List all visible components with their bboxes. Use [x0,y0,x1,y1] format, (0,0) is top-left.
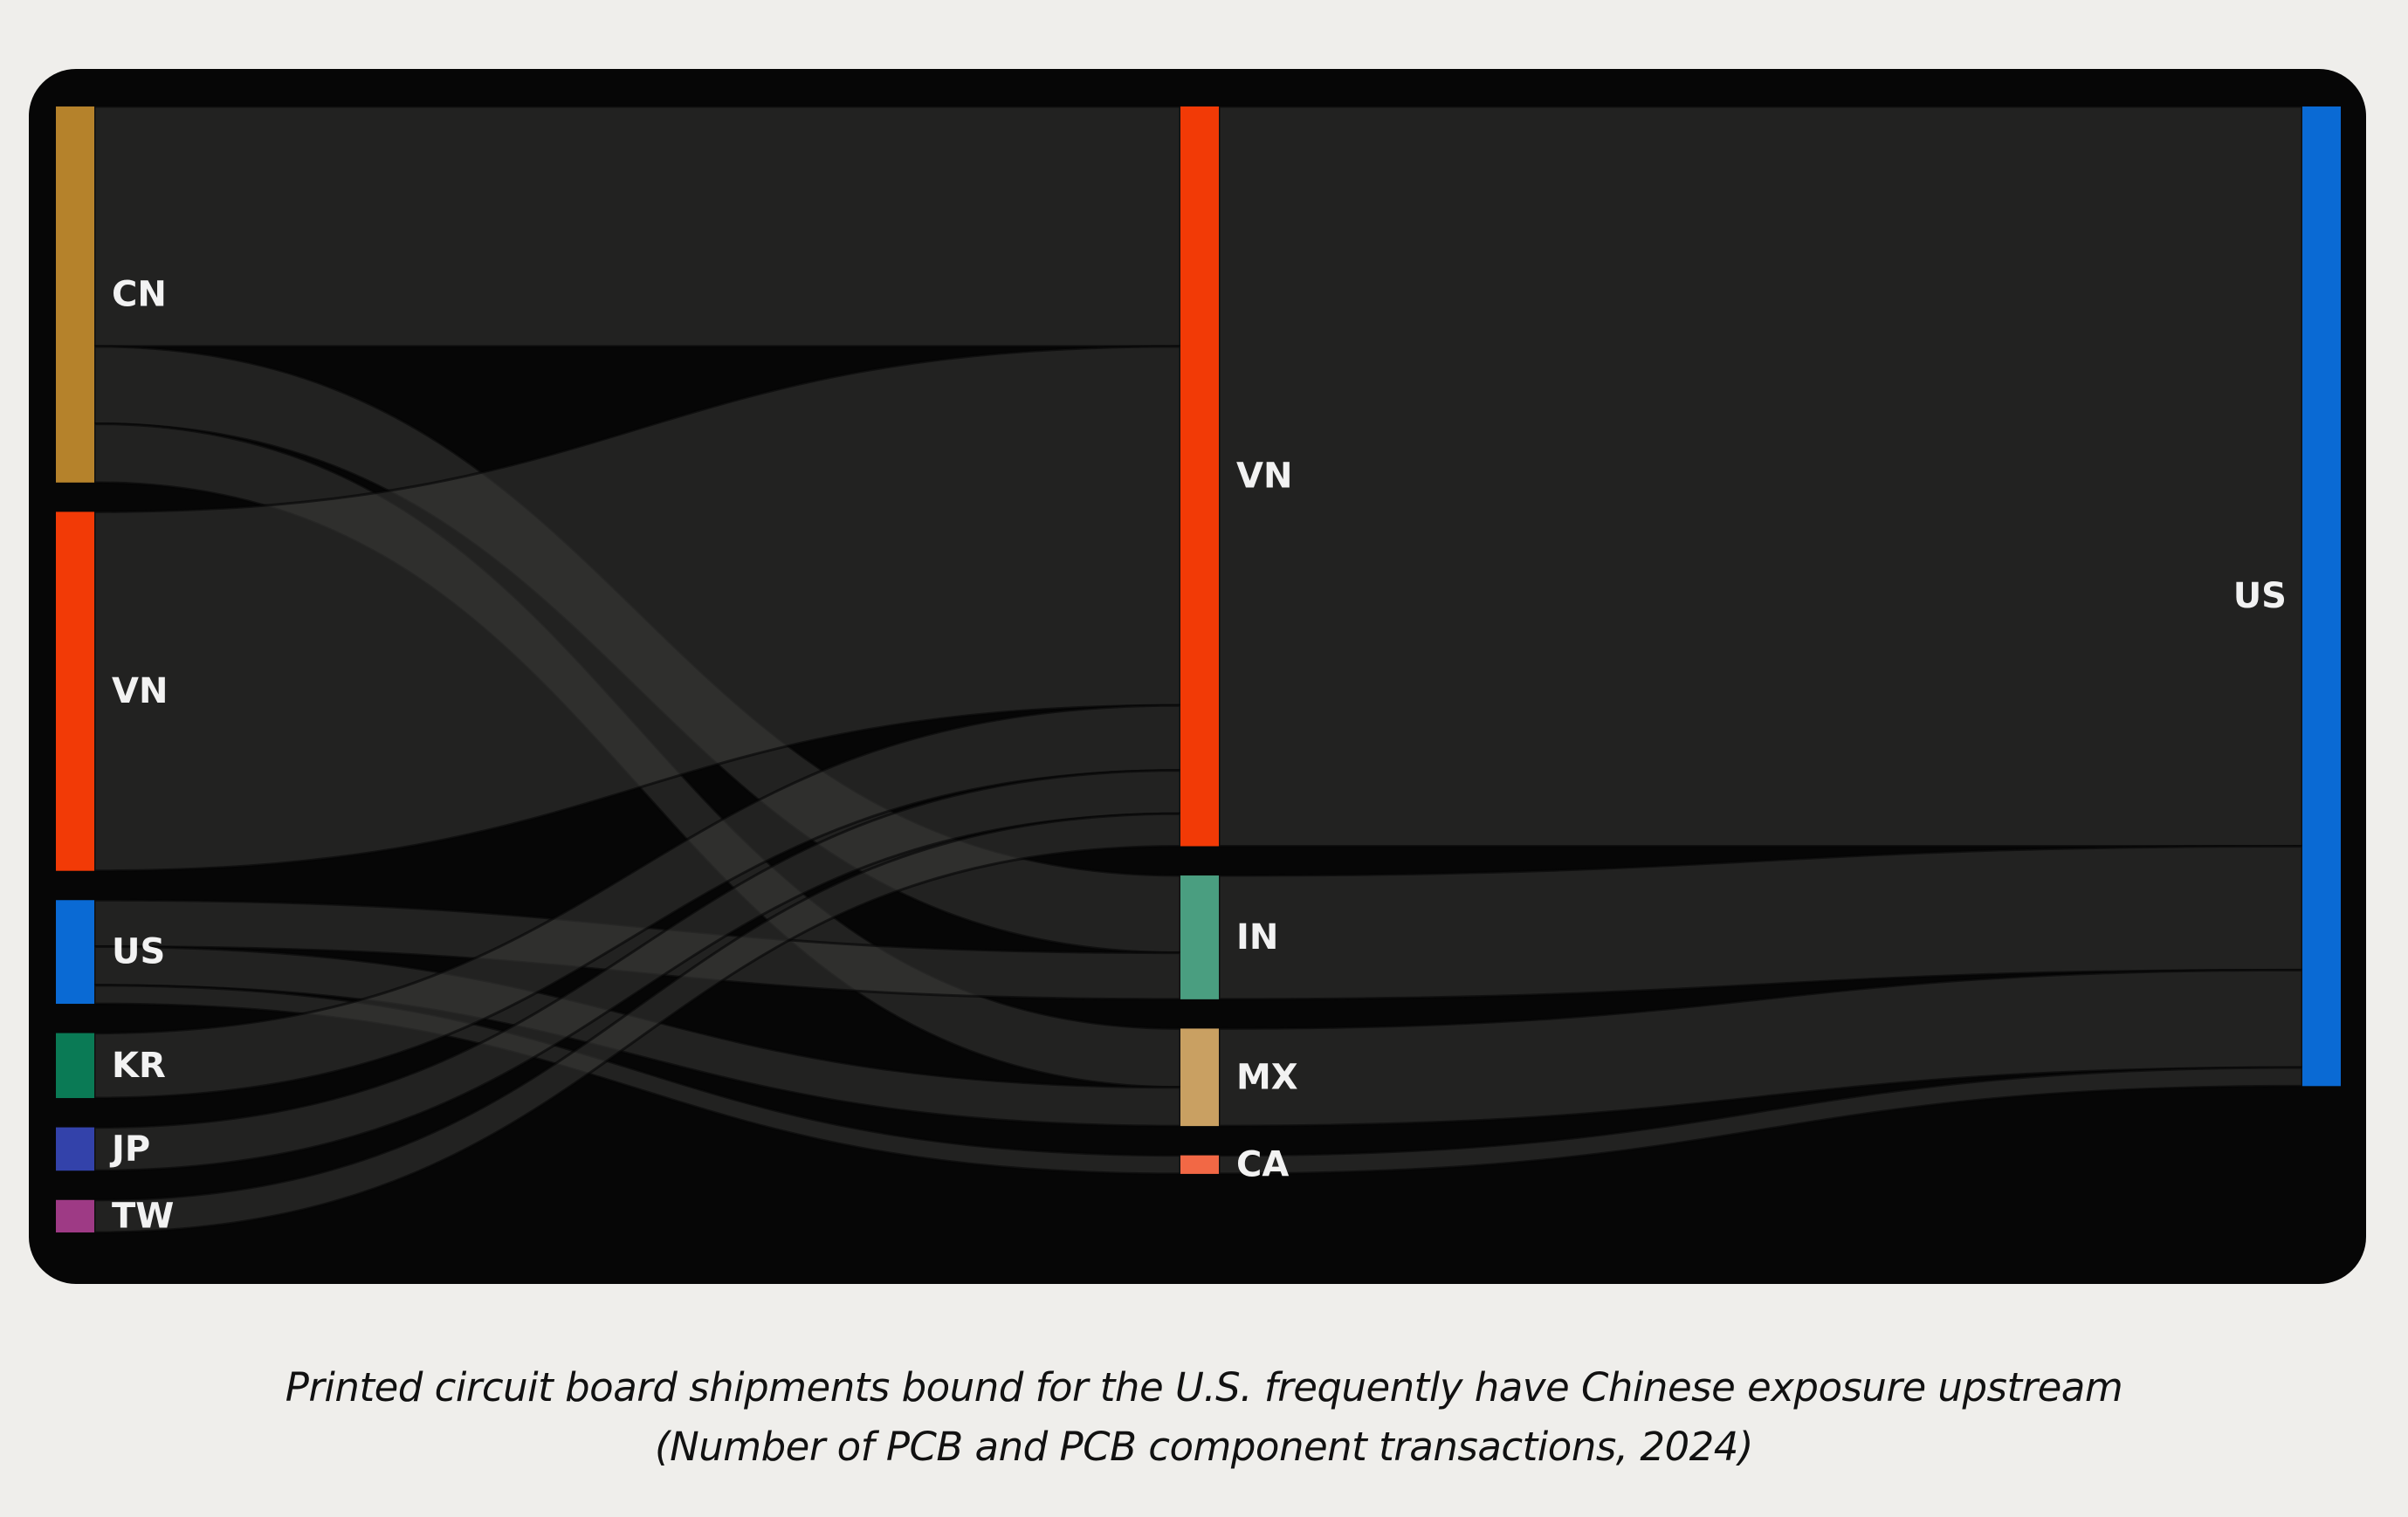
label-d-us: US [2233,576,2287,616]
flow-cn-to-vn [93,105,1182,348]
node-s-vn [56,511,94,871]
chart-caption: Printed circuit board shipments bound fo… [0,1358,2408,1477]
node-m-ca [1180,1155,1219,1174]
node-s-us [56,900,94,1005]
node-m-mx [1180,1028,1219,1127]
node-s-tw [56,1199,94,1232]
label-s-tw: TW [112,1196,174,1236]
node-m-vn [1180,106,1219,847]
node-s-jp [56,1127,94,1171]
caption-line-2: (Number of PCB and PCB component transac… [655,1424,1753,1470]
label-m-vn: VN [1236,456,1292,497]
label-m-mx: MX [1236,1057,1298,1097]
label-m-in: IN [1236,917,1278,958]
sankey-chart: CN VN US KR JP TW VN IN MX CA US [56,105,2341,1236]
flow-vn-to-us [1217,105,2304,848]
node-m-in [1180,875,1219,999]
label-m-ca: CA [1236,1144,1289,1184]
links-layer [93,105,2304,1234]
labels-layer: CN VN US KR JP TW VN IN MX CA US [109,274,2287,1236]
sankey-chart-panel: CN VN US KR JP TW VN IN MX CA US [29,69,2366,1284]
node-s-cn [56,106,94,483]
caption-line-1: Printed circuit board shipments bound fo… [285,1364,2123,1411]
label-s-kr: KR [112,1046,166,1086]
node-d-us [2302,106,2341,1087]
nodes-layer [56,106,2341,1232]
label-s-jp: JP [109,1129,150,1169]
node-s-kr [56,1033,94,1099]
label-s-cn: CN [112,274,167,314]
label-s-us: US [112,932,165,972]
label-s-vn: VN [112,671,168,711]
